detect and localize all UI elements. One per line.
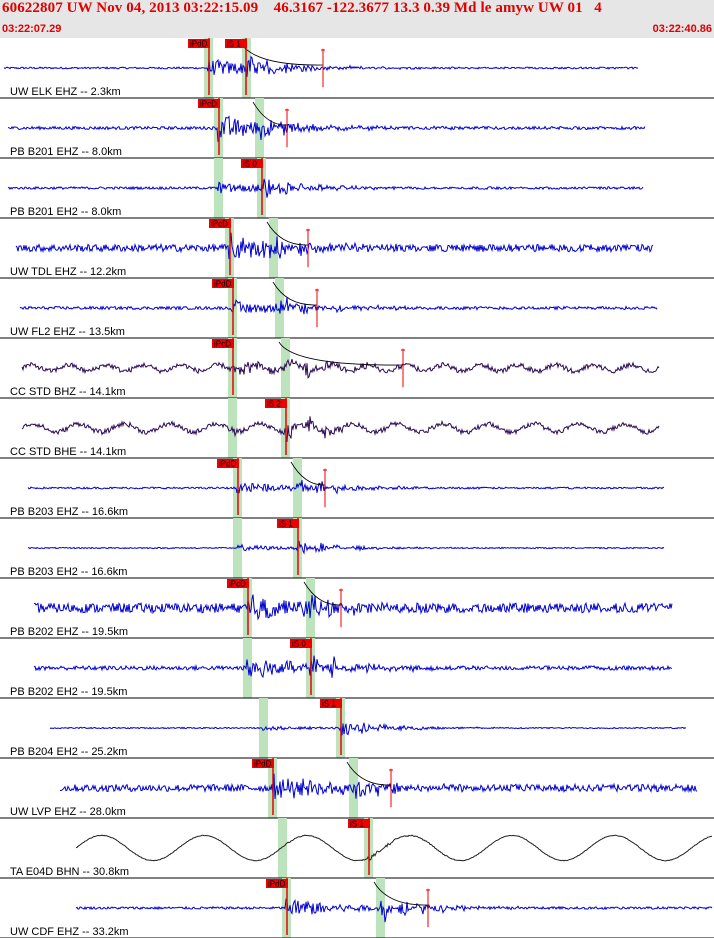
pick-window-shade: [281, 338, 290, 398]
phase-pick-box[interactable]: [266, 879, 288, 888]
phase-pick-box[interactable]: [290, 639, 312, 648]
phase-pick-label: iPdD: [254, 760, 272, 769]
phase-pick-label: iS 1: [279, 520, 293, 529]
phase-pick-box[interactable]: [241, 159, 263, 168]
trace-label: PB B203 EHZ -- 16.6km: [10, 506, 128, 518]
phase-pick-label: iPdD: [219, 460, 237, 469]
trace-label: UW CDF EHZ -- 33.2km: [10, 926, 129, 938]
trace-row[interactable]: iS 1 TA E04D BHN -- 30.8km: [0, 818, 714, 879]
phase-pick-label: iS 2: [267, 400, 281, 409]
coda-decay-curve: [346, 761, 392, 786]
waveform-trace: [33, 594, 673, 621]
trace-label: TA E04D BHN -- 30.8km: [10, 866, 129, 878]
trace-row[interactable]: iS 2 CC STD BHE -- 14.1km: [0, 398, 714, 459]
coda-decay-curve: [373, 881, 429, 906]
trace-row[interactable]: iPdD iS 1 UW ELK EHZ -- 2.3km: [0, 38, 714, 99]
phase-pick-label: iS 1: [322, 700, 336, 709]
phase-pick-label: iPdD: [190, 40, 208, 49]
trace-row[interactable]: iPcD UW TDL EHZ -- 12.2km: [0, 218, 714, 279]
pick-window-shade: [278, 818, 287, 878]
trace-label: UW FL2 EHZ -- 13.5km: [10, 326, 125, 338]
waveform-trace: [15, 232, 654, 260]
trace-label: PB B203 EH2 -- 16.6km: [10, 566, 127, 578]
phase-pick-box[interactable]: [188, 39, 210, 48]
trace-label: PB B201 EHZ -- 8.0km: [10, 146, 122, 158]
phase-pick-box[interactable]: [225, 39, 247, 48]
coda-decay-curve: [272, 281, 318, 306]
phase-pick-label: iPdD: [268, 880, 286, 889]
trace-row[interactable]: iS 1 PB B203 EH2 -- 16.6km: [0, 518, 714, 579]
waveform-trace: [21, 416, 660, 442]
phase-pick-label: iS 0: [243, 160, 257, 169]
coda-decay-curve: [278, 341, 404, 366]
trace-label: UW LVP EHZ -- 28.0km: [10, 806, 126, 818]
trace-row[interactable]: iS 0 PB B202 EH2 -- 19.5km: [0, 638, 714, 699]
waveform-trace: [49, 722, 687, 736]
waveform-trace: [7, 178, 644, 198]
pick-window-shade: [376, 878, 385, 938]
event-summary: 60622807 UW Nov 04, 2013 03:22:15.09 46.…: [2, 0, 602, 16]
trace-label: CC STD BHE -- 14.1km: [10, 446, 126, 458]
phase-pick-box[interactable]: [198, 99, 220, 108]
waveform-trace: [60, 773, 698, 799]
waveform-trace: [27, 479, 664, 495]
pick-window-shade: [293, 458, 302, 518]
trace-row[interactable]: iS 0 PB B201 EH2 -- 8.0km: [0, 158, 714, 219]
phase-pick-label: iS 1: [350, 820, 364, 829]
trace-row[interactable]: iPcD PB B201 EHZ -- 8.0km: [0, 98, 714, 159]
trace-label: PB B201 EH2 -- 8.0km: [10, 206, 121, 218]
phase-pick-label: iPcD: [211, 220, 228, 229]
header-bar: 60622807 UW Nov 04, 2013 03:22:15.09 46.…: [0, 0, 714, 38]
trace-row[interactable]: iPcD PB B202 EHZ -- 19.5km: [0, 578, 714, 639]
start-time: 03:22:07.29: [2, 23, 62, 35]
phase-pick-box[interactable]: [217, 459, 239, 468]
seismogram-panel[interactable]: iPdD iS 1 UW ELK EHZ -- 2.3km iPcD PB B201 E…: [0, 38, 714, 938]
trace-row[interactable]: iPcD CC STD BHZ -- 14.1km: [0, 338, 714, 399]
trace-row[interactable]: iPdD PB B203 EHZ -- 16.6km: [0, 458, 714, 519]
phase-pick-label: iS 0: [292, 640, 306, 649]
trace-label: CC STD BHZ -- 14.1km: [10, 386, 126, 398]
pick-window-shade: [269, 218, 278, 278]
trace-label: UW TDL EHZ -- 12.2km: [10, 266, 126, 278]
waveform-trace: [7, 115, 646, 143]
waveform-trace: [3, 55, 639, 77]
phase-pick-box[interactable]: [348, 819, 370, 828]
phase-pick-box[interactable]: [265, 399, 287, 408]
trace-row[interactable]: iPdD UW LVP EHZ -- 28.0km: [0, 758, 714, 819]
phase-pick-label: iPcD: [229, 580, 246, 589]
trace-row[interactable]: iS 1 PB B204 EH2 -- 25.2km: [0, 698, 714, 759]
phase-pick-box[interactable]: [227, 579, 249, 588]
waveform-trace: [75, 834, 713, 862]
phase-pick-box[interactable]: [277, 519, 299, 528]
phase-pick-label: iS 1: [227, 40, 241, 49]
pick-window-shade: [259, 698, 268, 758]
trace-label: PB B202 EH2 -- 19.5km: [10, 686, 127, 698]
phase-pick-label: iPcD: [200, 100, 217, 109]
waveform-trace: [75, 898, 713, 923]
end-time: 03:22:40.86: [652, 23, 712, 35]
phase-pick-box[interactable]: [212, 339, 234, 348]
waveform-trace: [33, 655, 673, 678]
waveform-trace: [27, 540, 665, 555]
phase-pick-box[interactable]: [320, 699, 342, 708]
pick-window-shade: [233, 518, 242, 578]
waveform-trace: [19, 297, 658, 315]
coda-decay-curve: [290, 461, 326, 486]
pick-window-shade: [243, 638, 252, 698]
trace-label: PB B202 EHZ -- 19.5km: [10, 626, 128, 638]
coda-decay-curve: [303, 581, 342, 606]
phase-pick-box[interactable]: [212, 279, 234, 288]
coda-decay-curve: [266, 221, 309, 246]
phase-pick-label: iPdD: [214, 280, 232, 289]
phase-pick-box[interactable]: [209, 219, 231, 228]
trace-label: UW ELK EHZ -- 2.3km: [10, 86, 121, 98]
phase-pick-label: iPcD: [214, 340, 231, 349]
coda-decay-curve: [252, 101, 288, 126]
trace-label: PB B204 EH2 -- 25.2km: [10, 746, 127, 758]
waveform-trace: [21, 358, 660, 379]
trace-row[interactable]: iPdD UW FL2 EHZ -- 13.5km: [0, 278, 714, 339]
pick-window-shade: [275, 278, 284, 338]
phase-pick-box[interactable]: [252, 759, 274, 768]
trace-row[interactable]: iPdD UW CDF EHZ -- 33.2km: [0, 878, 714, 938]
